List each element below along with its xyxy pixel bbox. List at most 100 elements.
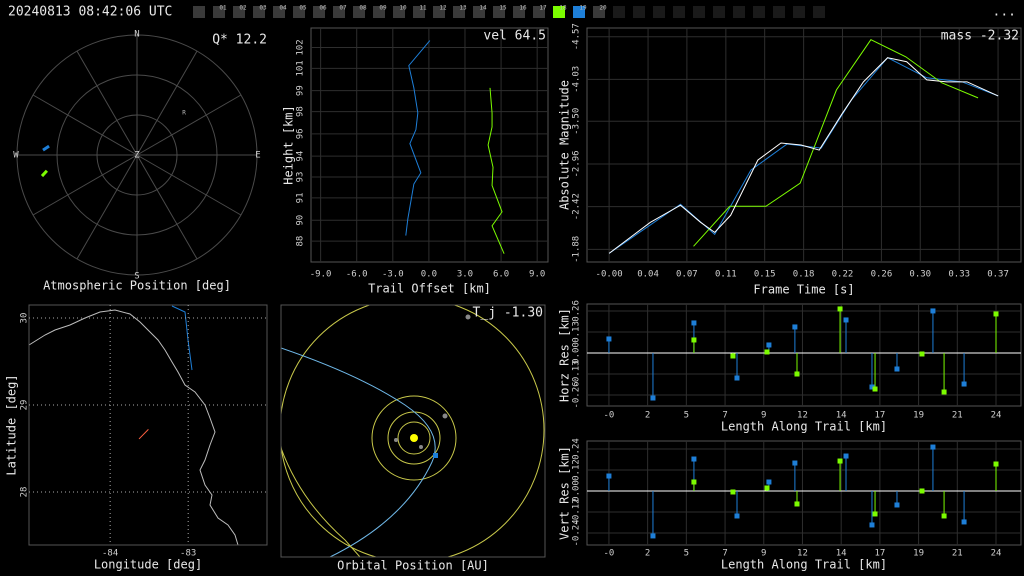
residual (941, 490, 947, 519)
slot-label: 18 (559, 5, 567, 12)
residual-marker (606, 336, 612, 342)
residual-marker (792, 324, 798, 330)
residual (961, 352, 967, 387)
series-line (487, 87, 505, 254)
y-tick-label: 96 (296, 128, 306, 139)
residual-marker (919, 488, 925, 494)
residual (961, 490, 967, 525)
x-tick-label: 0.04 (637, 270, 659, 280)
plot-frame (586, 303, 1022, 407)
y-axis-label: Absolute Magnitude (558, 80, 572, 210)
x-tick-label: -0 (604, 411, 615, 421)
x-tick-label: 7 (722, 411, 727, 421)
residual-marker (837, 306, 843, 312)
x-tick-label: 0.33 (948, 270, 970, 280)
compass-label: E (255, 151, 260, 161)
x-tick-label: 7 (722, 549, 727, 559)
residual-marker (993, 311, 999, 317)
slot-box (433, 6, 445, 18)
residual-marker (894, 502, 900, 508)
x-tick-label: 0.0 (421, 270, 437, 280)
residual (792, 324, 798, 353)
residual (843, 453, 849, 491)
residual (837, 306, 843, 353)
y-tick-label: 91 (296, 193, 306, 204)
y-tick-label: -4.03 (572, 66, 582, 93)
y-tick-label: -4.57 (572, 23, 582, 50)
residual-marker (730, 489, 736, 495)
annotation: T_j -1.30 (473, 306, 543, 321)
residual (872, 490, 878, 517)
x-tick-label: 0.26 (871, 270, 893, 280)
y-tick-label: 94 (296, 151, 306, 162)
residual (764, 349, 770, 355)
compass-label: S (134, 272, 139, 282)
residual-marker (691, 320, 697, 326)
x-tick-label: 24 (991, 549, 1002, 559)
y-tick-label: 88 (296, 236, 306, 247)
residual (869, 490, 875, 528)
residual (919, 351, 925, 357)
x-axis-label: Longitude [deg] (94, 558, 202, 572)
slot-box (473, 6, 485, 18)
residual-marker (930, 444, 936, 450)
residual-marker (941, 389, 947, 395)
x-tick-label: 19 (913, 549, 924, 559)
x-tick-label: -0 (604, 549, 615, 559)
residual (734, 352, 740, 381)
y-tick-label: 29 (20, 400, 30, 411)
x-tick-label: 6.0 (493, 270, 509, 280)
residual-marker (794, 501, 800, 507)
y-tick-label: -2.96 (572, 150, 582, 177)
x-tick-label: -9.0 (310, 270, 332, 280)
x-tick-label: -0.00 (596, 270, 623, 280)
plot-frame (310, 27, 549, 263)
marker-label: R (182, 110, 186, 117)
x-tick-label: 17 (874, 549, 885, 559)
coastline (28, 305, 239, 546)
residual-marker (961, 519, 967, 525)
y-tick-label: -3.50 (572, 108, 582, 135)
y-tick-label: 93 (296, 172, 306, 183)
slot-label: 16 (519, 5, 527, 12)
residual (930, 308, 936, 353)
slot-box (333, 6, 345, 18)
polar-spoke (136, 94, 242, 156)
x-tick-label: 19 (913, 411, 924, 421)
x-axis-label: Trail Offset [km] (368, 282, 491, 296)
slot-label: 17 (539, 5, 547, 12)
x-tick-label: 12 (797, 411, 808, 421)
residual-marker (650, 395, 656, 401)
x-axis-label: Orbital Position [AU] (337, 559, 489, 573)
slot-box (493, 6, 505, 18)
residual (691, 337, 697, 353)
residual-marker (869, 384, 875, 390)
slot-label: 13 (459, 5, 467, 12)
residual (919, 488, 925, 494)
polar-spoke (76, 154, 138, 260)
menu-button[interactable]: ... (993, 5, 1016, 20)
residual-marker (764, 349, 770, 355)
x-axis-label: Length Along Trail [km] (721, 420, 887, 434)
slot-box (313, 6, 325, 18)
x-axis-label: Atmospheric Position [deg] (43, 279, 231, 293)
polar-spoke (76, 50, 138, 156)
slot-label: 08 (359, 5, 367, 12)
x-tick-label: 0.22 (832, 270, 854, 280)
y-tick-label: -0.26 (572, 381, 582, 408)
slot-box (573, 6, 585, 18)
slot-box (293, 6, 305, 18)
residual (993, 311, 999, 353)
residual-marker (734, 513, 740, 519)
polar-spoke (32, 154, 138, 216)
residual (872, 352, 878, 392)
slot-label: 19 (579, 5, 587, 12)
slot-box (793, 6, 805, 18)
x-tick-label: 0.37 (987, 270, 1009, 280)
slot-box (533, 6, 545, 18)
x-tick-label: 0.18 (793, 270, 815, 280)
slot-box (773, 6, 785, 18)
x-tick-label: 2 (645, 549, 650, 559)
station-track (42, 144, 50, 152)
